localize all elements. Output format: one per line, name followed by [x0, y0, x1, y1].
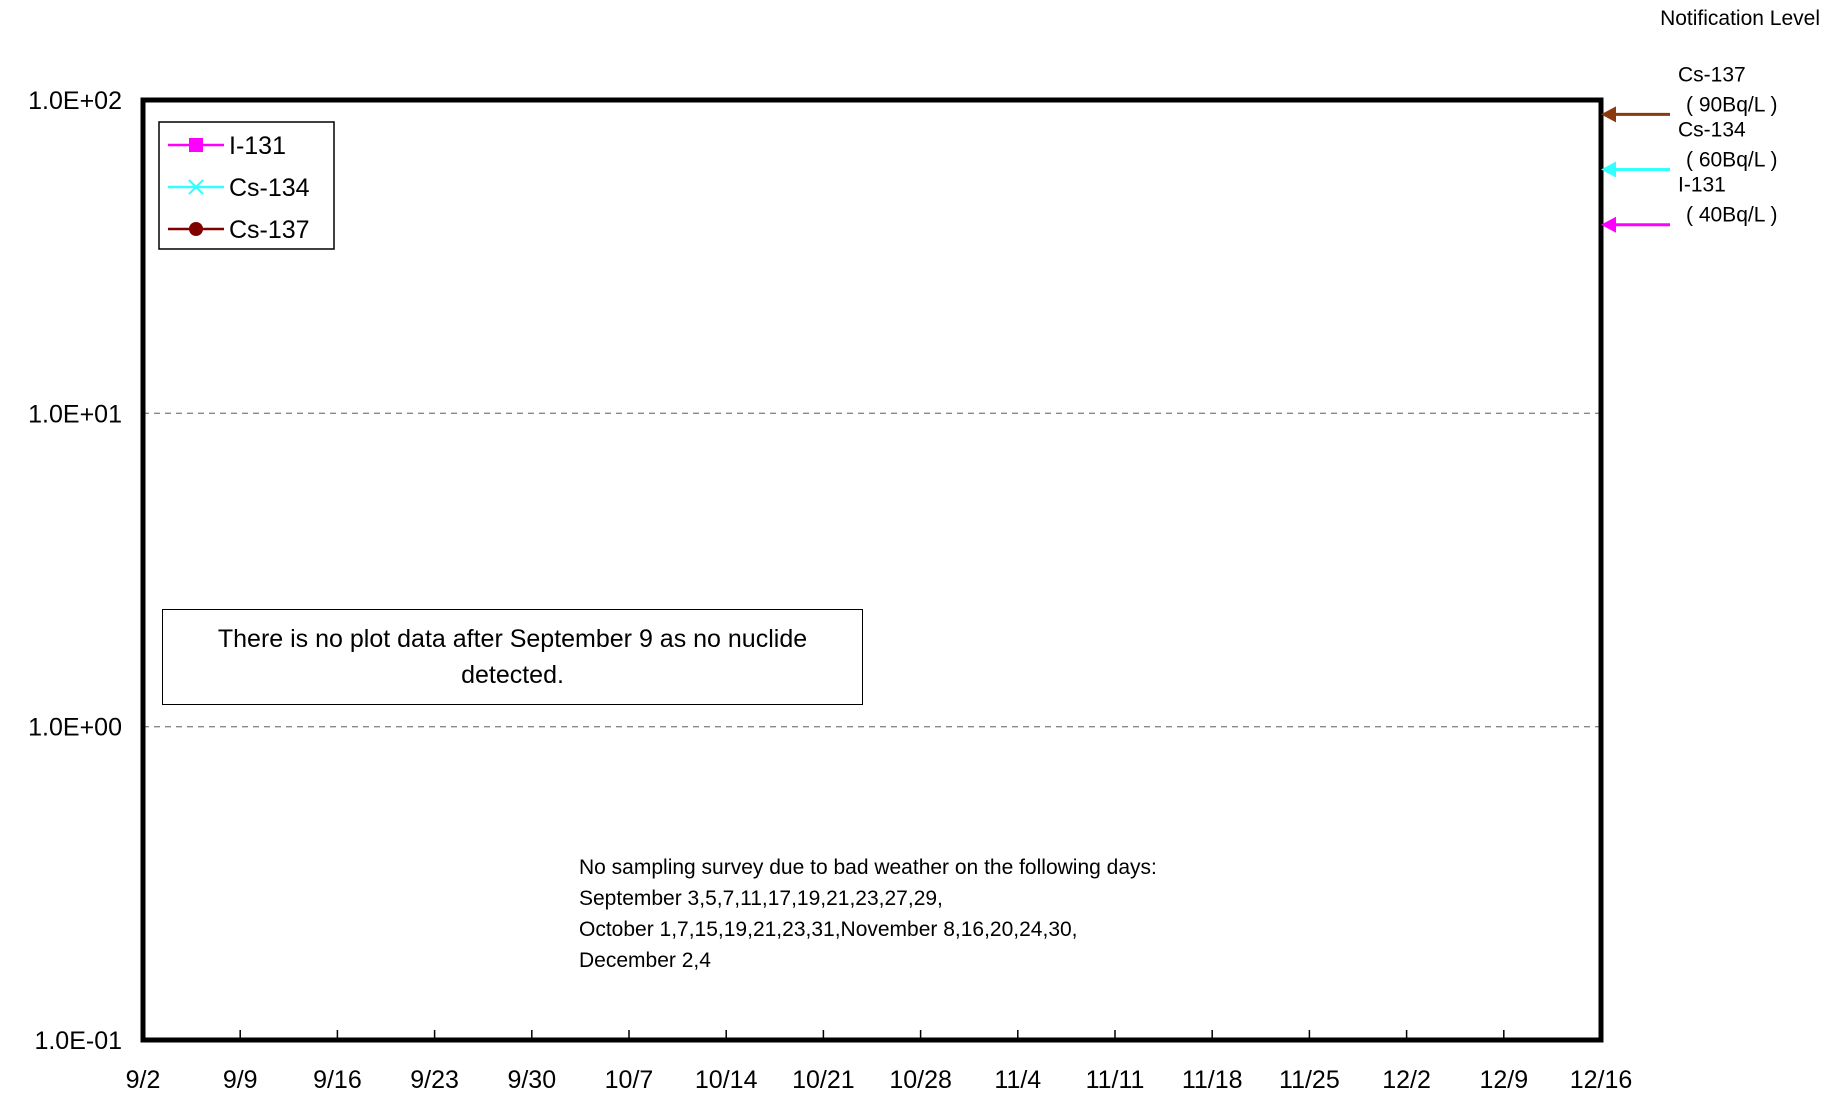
weather-note-line: No sampling survey due to bad weather on… — [579, 856, 1157, 879]
plot-area-frame — [140, 97, 1604, 1043]
legend-label: I-131 — [229, 132, 286, 160]
weather-note: No sampling survey due to bad weather on… — [579, 852, 1157, 976]
y-tick-label: 1.0E+02 — [28, 87, 122, 115]
weather-note-line: October 1,7,15,19,21,23,31,November 8,16… — [579, 918, 1078, 941]
y-tick-label: 1.0E+01 — [28, 400, 122, 428]
legend-marker-x — [188, 179, 204, 195]
notification-arrow-head — [1601, 216, 1616, 233]
grid-lines — [143, 412, 1601, 728]
legend-label: Cs-137 — [229, 216, 310, 244]
x-tick-label: 10/14 — [695, 1066, 758, 1094]
x-tick-label: 9/2 — [126, 1066, 161, 1094]
legend-marker-circle — [189, 222, 203, 236]
notification-nuclide-label: Cs-134 — [1678, 119, 1746, 142]
notification-value-label: ( 40Bq/L ) — [1686, 204, 1777, 227]
y-tick-label: 1.0E-01 — [34, 1027, 122, 1055]
notification-levels: Notification Level Cs-137 ( 90Bq/L ) Cs-134… — [1601, 7, 1820, 233]
y-tick-label: 1.0E+00 — [28, 714, 122, 742]
x-tick-label: 11/25 — [1279, 1066, 1340, 1094]
x-tick-label: 9/23 — [410, 1066, 459, 1094]
notification-arrow-head — [1601, 106, 1616, 123]
x-tick-label: 12/2 — [1382, 1066, 1431, 1094]
x-tick-label: 9/30 — [507, 1066, 556, 1094]
x-tick-label: 11/4 — [994, 1066, 1041, 1094]
legend-marker-square — [189, 138, 203, 152]
y-axis-ticks: 1.0E+02 1.0E+01 1.0E+00 1.0E-01 — [28, 87, 122, 1055]
x-tick-label: 12/9 — [1479, 1066, 1528, 1094]
x-tick-label: 9/9 — [223, 1066, 258, 1094]
notification-level-title: Notification Level — [1660, 7, 1820, 30]
x-tick-label: 11/18 — [1182, 1066, 1243, 1094]
no-data-note: There is no plot data after September 9 … — [162, 609, 863, 705]
notification-nuclide-label: Cs-137 — [1678, 63, 1746, 86]
notification-arrow-head — [1601, 161, 1616, 178]
x-tick-label: 9/16 — [313, 1066, 362, 1094]
legend-label: Cs-134 — [229, 174, 310, 202]
notification-nuclide-label: I-131 — [1678, 174, 1726, 197]
x-tick-label: 11/11 — [1086, 1066, 1145, 1094]
legend: I-131 Cs-134 Cs-137 — [158, 121, 335, 250]
x-tick-label: 10/28 — [889, 1066, 952, 1094]
notification-value-label: ( 90Bq/L ) — [1686, 93, 1777, 116]
weather-note-line: September 3,5,7,11,17,19,21,23,27,29, — [579, 887, 943, 910]
legend-box — [158, 121, 335, 250]
notification-value-label: ( 60Bq/L ) — [1686, 149, 1777, 172]
x-tick-label: 10/21 — [792, 1066, 855, 1094]
weather-note-line: December 2,4 — [579, 949, 711, 972]
x-tick-label: 10/7 — [605, 1066, 654, 1094]
x-tick-label: 12/16 — [1570, 1066, 1633, 1094]
